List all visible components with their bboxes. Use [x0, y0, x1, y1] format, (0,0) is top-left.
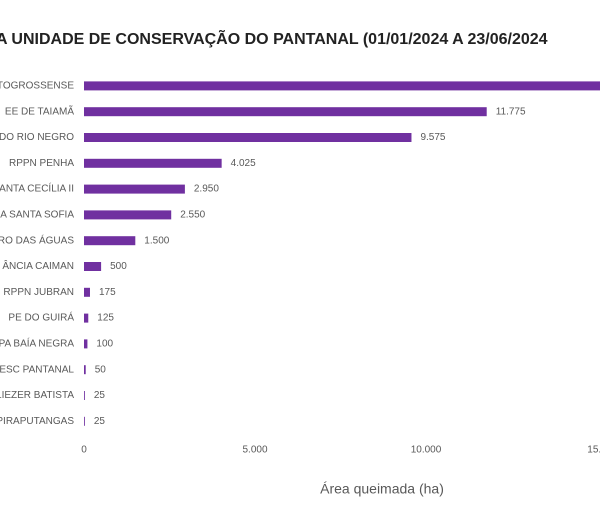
y-tick-label: DA SANTA SOFIA [0, 210, 74, 221]
bar [84, 416, 85, 426]
value-label: 100 [96, 339, 113, 350]
x-tick-label: 10.000 [411, 445, 442, 456]
bar [84, 210, 172, 220]
bar [84, 236, 136, 246]
value-label: 4.025 [231, 158, 256, 169]
value-label: 125 [97, 313, 114, 324]
y-tick-label: PA BAÍA NEGRA [0, 337, 74, 350]
x-axis-title: Área queimada (ha) [320, 481, 444, 497]
value-label: 25 [94, 390, 106, 401]
y-tick-label: MATOGROSSENSE [0, 81, 74, 92]
chart-title: A UNIDADE DE CONSERVAÇÃO DO PANTANAL (01… [0, 28, 548, 48]
y-tick-label: SANTA CECÍLIA II [0, 182, 74, 195]
bar [84, 81, 600, 91]
value-label: 9.575 [420, 132, 445, 143]
value-label: 2.950 [194, 184, 219, 195]
value-label: 11.775 [496, 106, 526, 117]
y-tick-label: PIRAPUTANGAS [0, 416, 74, 427]
y-tick-label: RPPN PENHA [9, 158, 74, 169]
bar [84, 262, 102, 271]
bar [84, 391, 85, 400]
bar [84, 184, 185, 194]
value-label: 500 [110, 261, 127, 272]
y-tick-label: EE DE TAIAMÃ [5, 104, 74, 117]
x-tick-label: 15.0 [587, 445, 600, 456]
value-label: 2.550 [180, 210, 205, 221]
bar [84, 107, 487, 117]
y-tick-label: ÂNCIA CAIMAN [2, 259, 74, 272]
y-tick-label: LIEZER BATISTA [0, 390, 74, 401]
value-label: 175 [99, 287, 116, 298]
bar [84, 365, 86, 375]
bar [84, 339, 88, 349]
bar [84, 313, 89, 323]
value-label: 50 [95, 364, 107, 375]
value-label: 25 [94, 416, 106, 427]
y-tick-label: PE DO GUIRÁ [8, 311, 74, 324]
y-tick-label: TRO DAS ÁGUAS [0, 233, 74, 246]
value-label: 1.500 [144, 235, 169, 246]
y-tick-label: DO RIO NEGRO [0, 132, 74, 143]
y-tick-label: RPPN JUBRAN [3, 287, 74, 298]
x-tick-label: 5.000 [242, 445, 267, 456]
bar [84, 158, 222, 168]
bar [84, 287, 90, 297]
y-tick-label: SESC PANTANAL [0, 364, 74, 375]
x-tick-label: 0 [81, 445, 87, 456]
bar [84, 133, 412, 142]
